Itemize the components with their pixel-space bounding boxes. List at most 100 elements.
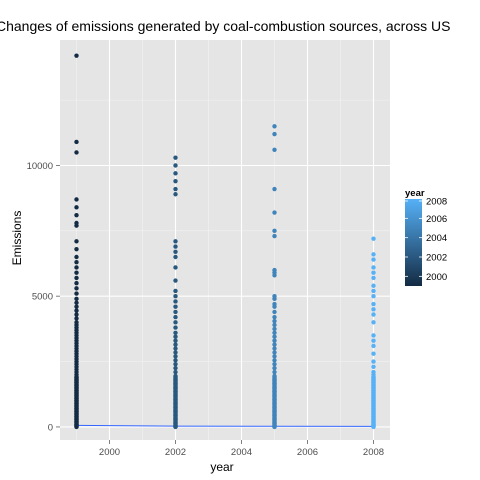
data-point <box>173 288 178 294</box>
y-tick-label: 5000 <box>32 292 53 303</box>
data-point <box>173 304 178 309</box>
data-point <box>173 358 178 363</box>
data-point <box>371 338 376 343</box>
data-point <box>371 257 376 262</box>
data-point <box>173 338 178 343</box>
data-point <box>272 369 277 375</box>
data-point <box>74 150 79 155</box>
series-2005 <box>272 124 277 430</box>
data-point <box>173 320 178 325</box>
axis-ticks: 2000 2002 2004 2006 2008 0 5000 10000 <box>27 161 384 458</box>
data-point <box>371 333 376 338</box>
data-point <box>173 365 178 371</box>
plot-background <box>60 40 390 440</box>
data-point <box>272 346 277 351</box>
data-point <box>371 343 376 349</box>
data-point <box>74 246 79 252</box>
legend-label: 2008 <box>426 197 447 208</box>
data-point <box>173 155 178 160</box>
data-point-band <box>371 374 376 429</box>
data-point <box>272 365 277 371</box>
data-point <box>272 358 277 363</box>
data-point <box>173 325 178 330</box>
data-point <box>74 205 79 210</box>
data-point <box>272 342 277 347</box>
data-point <box>272 330 277 336</box>
data-point <box>74 223 79 228</box>
x-axis-title: year <box>210 460 233 474</box>
data-point <box>371 288 376 294</box>
data-point <box>272 210 277 215</box>
data-point <box>272 309 277 315</box>
data-point <box>272 314 277 320</box>
legend-label: 2004 <box>426 233 447 244</box>
data-point <box>173 265 178 270</box>
data-point <box>371 236 376 241</box>
data-points <box>74 53 376 430</box>
data-point <box>173 294 178 299</box>
data-point <box>74 53 79 58</box>
data-point <box>74 280 79 286</box>
plot-panel <box>60 40 390 440</box>
data-point <box>173 314 178 320</box>
data-point <box>173 254 178 260</box>
data-point <box>371 252 376 257</box>
data-point <box>173 249 178 254</box>
series-2008 <box>371 236 376 430</box>
data-point <box>74 139 79 145</box>
data-point <box>272 131 277 137</box>
data-point <box>272 296 277 302</box>
data-point <box>74 275 79 281</box>
data-point <box>173 330 178 336</box>
x-tick-label: 2002 <box>165 447 186 458</box>
data-point <box>272 322 277 328</box>
data-point <box>371 359 376 364</box>
data-point <box>272 273 277 278</box>
data-point <box>74 291 79 296</box>
data-point <box>173 163 178 168</box>
data-point <box>74 308 79 313</box>
data-point <box>272 228 277 234</box>
y-tick-label: 10000 <box>27 161 53 172</box>
data-point <box>173 350 178 355</box>
y-tick-label: 0 <box>48 422 53 433</box>
data-point <box>272 124 277 129</box>
data-point <box>74 260 79 265</box>
data-point <box>173 171 178 176</box>
data-point <box>173 278 178 283</box>
data-point <box>371 275 376 281</box>
data-point <box>272 350 277 355</box>
legend-label: 2002 <box>426 253 447 264</box>
data-point-band <box>272 374 277 429</box>
data-point <box>272 233 277 239</box>
data-point <box>173 361 178 367</box>
x-tick-label: 2008 <box>363 447 384 458</box>
data-point <box>371 312 376 317</box>
data-point <box>74 197 79 202</box>
data-point <box>272 338 277 343</box>
data-point <box>173 299 178 304</box>
legend-label: 2000 <box>426 272 447 283</box>
legend-colorbar <box>405 199 422 286</box>
data-point <box>173 309 178 315</box>
data-point <box>173 346 178 351</box>
chart-title: Changes of emissions generated by coal-c… <box>0 18 450 34</box>
data-point <box>371 364 376 369</box>
data-point <box>272 361 277 367</box>
data-point <box>371 301 376 307</box>
data-point <box>272 334 277 339</box>
series-1999 <box>74 53 79 430</box>
data-point <box>74 312 79 317</box>
data-point <box>371 270 376 275</box>
x-tick-label: 2004 <box>231 447 252 458</box>
legend-title: year <box>405 188 425 199</box>
data-point <box>173 342 178 347</box>
y-axis-title: Emissions <box>10 211 24 266</box>
data-point <box>74 304 79 309</box>
data-point <box>173 334 178 339</box>
color-legend: year 2008 2006 2004 2002 2000 <box>405 188 447 286</box>
data-point <box>74 296 79 302</box>
data-point <box>74 286 79 291</box>
data-point <box>371 265 376 270</box>
